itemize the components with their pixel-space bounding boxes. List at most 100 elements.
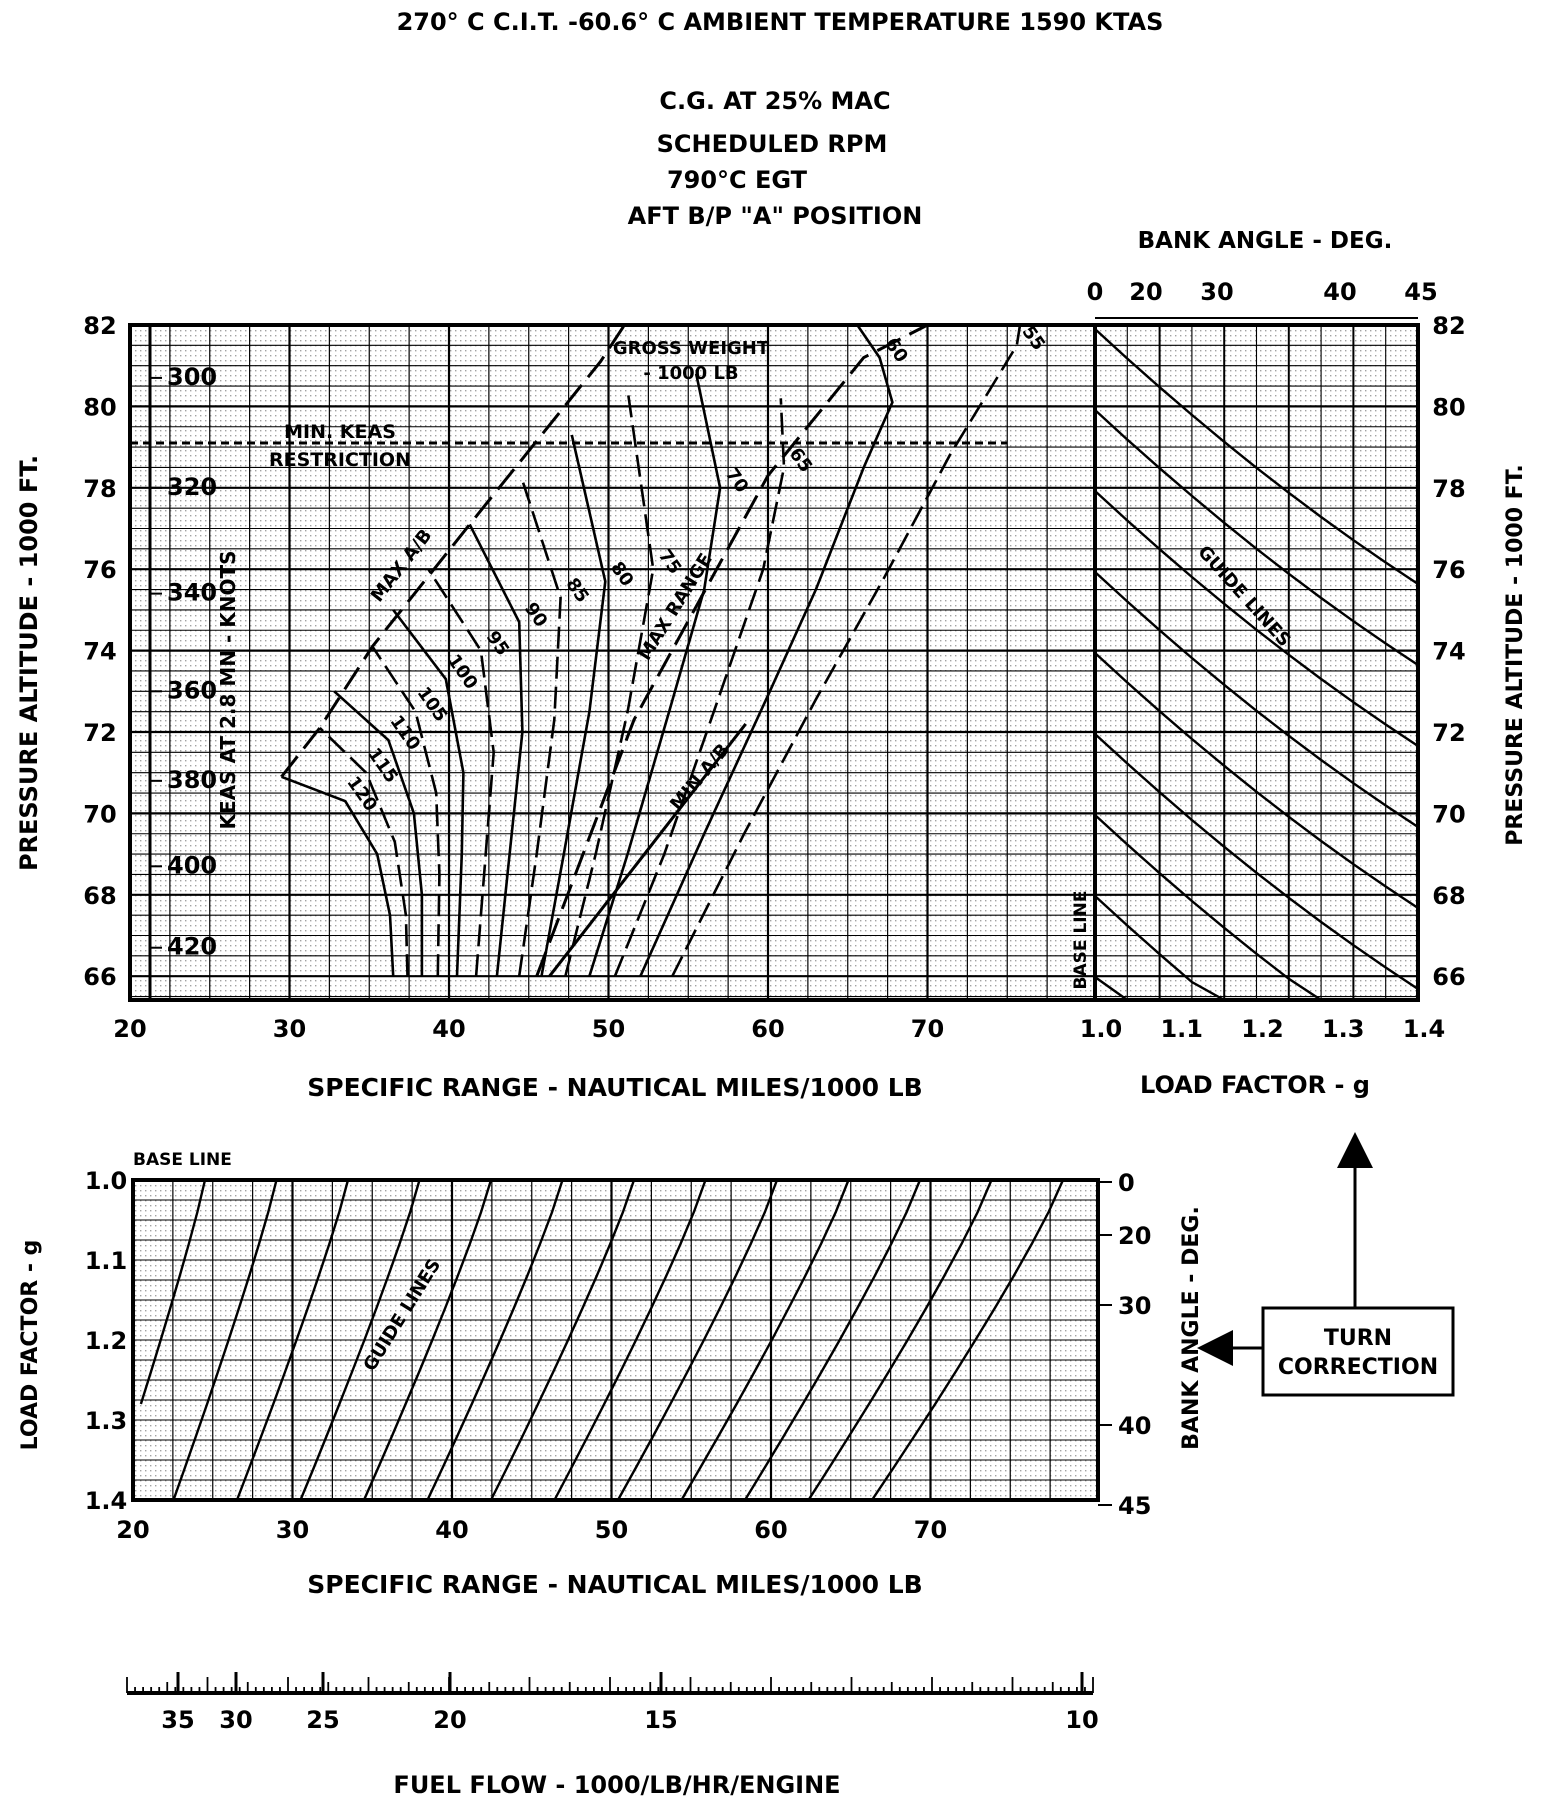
main-x-tick-label: 30 bbox=[273, 1015, 306, 1043]
right-y-tick-label: 80 bbox=[1432, 393, 1465, 421]
gross-weight-label-line-2: - 1000 LB bbox=[643, 363, 738, 384]
right-guide-line bbox=[1094, 733, 1419, 990]
header-line-5: AFT B/P "A" POSITION bbox=[628, 202, 923, 230]
header-line-2: C.G. AT 25% MAC bbox=[659, 87, 890, 115]
lower-guide-lines bbox=[139, 1179, 1065, 1501]
right-y-tick-label: 70 bbox=[1432, 800, 1465, 828]
right-guide-line bbox=[1094, 652, 1419, 909]
lower-guide-line bbox=[743, 1179, 922, 1501]
lower-guide-line bbox=[807, 1179, 993, 1501]
lower-y-tick-label: 1.1 bbox=[85, 1247, 128, 1275]
weight-curve-100 bbox=[392, 609, 465, 977]
turn-correction-box bbox=[1261, 1306, 1455, 1397]
right-y-tick-label: 68 bbox=[1432, 882, 1465, 910]
lower-bank-tick-label: 40 bbox=[1118, 1412, 1151, 1440]
lower-bank-tick-label: 20 bbox=[1118, 1222, 1151, 1250]
boundary-max-a-b bbox=[280, 324, 626, 778]
right-x-tick-label: 1.4 bbox=[1403, 1015, 1446, 1043]
main-y-tick-label: 74 bbox=[83, 638, 116, 666]
main-x-tick-label: 50 bbox=[592, 1015, 625, 1043]
main-plot-background bbox=[130, 325, 1095, 1000]
fuel-minor-ticks bbox=[126, 1677, 1094, 1693]
right-y-tick-label: 74 bbox=[1432, 638, 1465, 666]
right-base-line-label: BASE LINE bbox=[1071, 891, 1091, 990]
lower-guide-line bbox=[489, 1179, 636, 1501]
right-guide-lines bbox=[1094, 328, 1419, 1002]
weight-curve-55 bbox=[671, 324, 1022, 977]
lower-x-ticks: 20 30 40 50 60 70 bbox=[116, 1516, 947, 1544]
keas-tick-label: 380 bbox=[167, 766, 217, 794]
right-x-tick-label: 1.3 bbox=[1322, 1015, 1365, 1043]
right-y-tick-label: 82 bbox=[1432, 312, 1465, 340]
gross-weight-label-line-1: GROSS WEIGHT bbox=[613, 338, 770, 359]
right-y-axis-label: PRESSURE ALTITUDE - 1000 FT. bbox=[1503, 464, 1528, 845]
weight-curve-70 bbox=[588, 373, 722, 977]
right-plot-frame bbox=[1093, 323, 1420, 1002]
main-x-axis-label: SPECIFIC RANGE - NAUTICAL MILES/1000 LB bbox=[307, 1073, 922, 1102]
fuel-tick-label: 10 bbox=[1065, 1706, 1098, 1734]
lower-bank-tick-label: 0 bbox=[1118, 1169, 1135, 1197]
keas-tick-label: 300 bbox=[167, 363, 217, 391]
turn-correction-line-1: TURN bbox=[1324, 1326, 1392, 1351]
right-y-tick-label: 78 bbox=[1432, 475, 1465, 503]
min-keas-label-line-2: RESTRICTION bbox=[269, 449, 411, 471]
lower-y-axis-label: LOAD FACTOR - g bbox=[18, 1240, 43, 1451]
main-x-tick-label: 40 bbox=[432, 1015, 465, 1043]
lower-guide-line bbox=[362, 1179, 493, 1501]
right-guide-line bbox=[1094, 409, 1419, 666]
turn-correction-line-2: CORRECTION bbox=[1278, 1355, 1438, 1380]
weight-curve-105 bbox=[371, 645, 441, 977]
weight-curve-80 bbox=[540, 434, 607, 977]
main-y-tick-label: 68 bbox=[83, 882, 116, 910]
weight-curve-120 bbox=[281, 775, 395, 977]
right-bank-ticks: 0 20 30 40 45 bbox=[1087, 278, 1438, 319]
header-line-1: 270° C C.I.T. -60.6° C AMBIENT TEMPERATU… bbox=[397, 8, 1164, 36]
right-bank-tick-label: 0 bbox=[1087, 278, 1104, 306]
bank-angle-title: BANK ANGLE - DEG. bbox=[1138, 228, 1393, 254]
lower-x-axis-label: SPECIFIC RANGE - NAUTICAL MILES/1000 LB bbox=[307, 1570, 922, 1599]
lower-guide-line bbox=[680, 1179, 850, 1501]
weight-curve-60 bbox=[639, 324, 894, 977]
lower-guide-line bbox=[299, 1179, 421, 1501]
weight-curve-90 bbox=[468, 523, 524, 977]
turn-correction-chart: BASE LINE GUIDE LINES 20 30 40 50 60 70 1.01.… bbox=[18, 1150, 1204, 1599]
fuel-tick-label: 25 bbox=[306, 1706, 339, 1734]
weight-curve-115 bbox=[318, 726, 409, 977]
lower-guide-line bbox=[553, 1179, 707, 1501]
weight-curve-95 bbox=[427, 568, 496, 977]
main-y-tick-label: 76 bbox=[83, 556, 116, 584]
header-line-3: SCHEDULED RPM bbox=[657, 130, 888, 158]
keas-tick-label: 360 bbox=[167, 676, 217, 704]
right-x-tick-label: 1.1 bbox=[1160, 1015, 1203, 1043]
main-y-ticks: 66 68 70 72 74 76 78 80 82 bbox=[83, 312, 116, 991]
weight-curve-85 bbox=[517, 475, 562, 977]
main-x-tick-label: 60 bbox=[751, 1015, 784, 1043]
turn-correction-callout: TURN CORRECTION bbox=[1197, 1132, 1455, 1397]
lower-y-tick-label: 1.0 bbox=[85, 1167, 128, 1195]
keas-ticks: 300 320 340 360 380 400 420 bbox=[150, 363, 217, 961]
lower-x-tick-label: 70 bbox=[914, 1516, 947, 1544]
keas-axis-label: KEAS AT 2.8 MN - KNOTS bbox=[216, 550, 240, 829]
main-y-tick-label: 82 bbox=[83, 312, 116, 340]
main-x-ticks: 20 30 40 50 60 70 bbox=[113, 1015, 944, 1043]
right-x-axis-label: LOAD FACTOR - g bbox=[1140, 1071, 1370, 1099]
lower-bank-ticks: 0 20 30 40 45 bbox=[1098, 1169, 1151, 1520]
fuel-tick-label: 20 bbox=[433, 1706, 466, 1734]
main-y-tick-label: 72 bbox=[83, 719, 116, 747]
lower-x-tick-label: 40 bbox=[435, 1516, 468, 1544]
lower-x-tick-label: 20 bbox=[116, 1516, 149, 1544]
keas-tick-label: 400 bbox=[167, 851, 217, 879]
right-y-tick-label: 76 bbox=[1432, 556, 1465, 584]
lower-y-tick-label: 1.2 bbox=[85, 1327, 128, 1355]
boundary-min-a-b bbox=[548, 722, 747, 978]
right-bank-tick-label: 45 bbox=[1404, 278, 1437, 306]
fuel-tick-label: 15 bbox=[644, 1706, 677, 1734]
lower-y-tick-label: 1.4 bbox=[85, 1487, 128, 1515]
right-x-tick-label: 1.0 bbox=[1080, 1015, 1123, 1043]
fuel-flow-axis-label: FUEL FLOW - 1000/LB/HR/ENGINE bbox=[393, 1771, 840, 1799]
right-y-ticks: 66 68 70 72 74 76 78 80 82 bbox=[1432, 312, 1465, 991]
right-y-tick-label: 72 bbox=[1432, 719, 1465, 747]
lower-x-tick-label: 30 bbox=[276, 1516, 309, 1544]
right-bank-tick-label: 20 bbox=[1129, 278, 1162, 306]
lower-base-line-label: BASE LINE bbox=[133, 1150, 232, 1170]
